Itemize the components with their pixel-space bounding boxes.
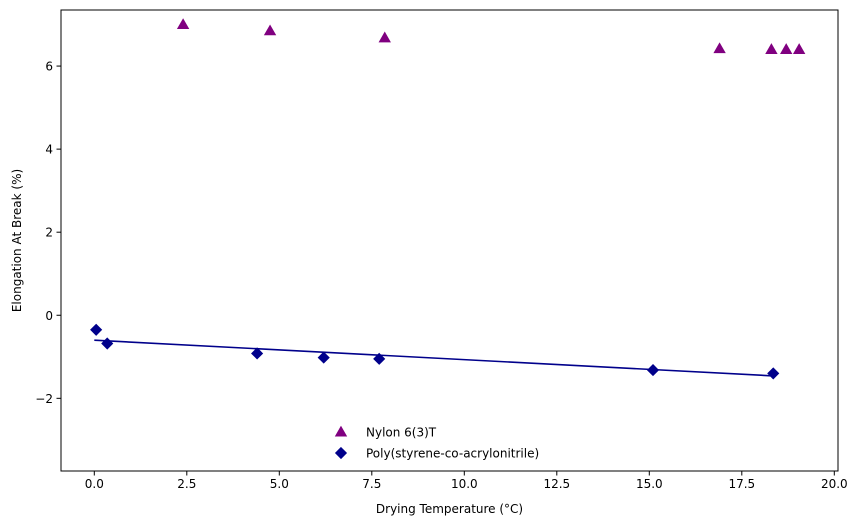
- data-point-series-1-6: [767, 367, 780, 380]
- x-tick-label: 10.0: [451, 477, 478, 491]
- data-point-series-0-6: [792, 43, 806, 54]
- y-tick-label: 6: [45, 60, 53, 74]
- data-point-series-0-4: [765, 43, 778, 54]
- data-point-series-0-3: [713, 42, 726, 54]
- data-point-series-0-0: [176, 18, 190, 30]
- data-point-series-1-3: [317, 351, 330, 364]
- plot-frame: [60, 9, 839, 472]
- data-point-series-1-2: [251, 347, 264, 360]
- x-tick-label: 20.0: [821, 477, 848, 491]
- data-point-series-0-5: [780, 43, 793, 54]
- legend-label-series-0: Nylon 6(3)T: [366, 426, 437, 440]
- x-tick-label: 2.5: [177, 477, 196, 491]
- legend-label-series-1: Poly(styrene-co-acrylonitrile): [366, 447, 539, 461]
- x-tick-label: 17.5: [728, 477, 755, 491]
- legend-marker-series-1: [334, 446, 348, 460]
- data-point-series-1-1: [101, 337, 114, 350]
- y-tick-label: 0: [45, 309, 53, 323]
- x-tick-label: 5.0: [270, 477, 289, 491]
- x-tick-label: 0.0: [85, 477, 104, 491]
- data-point-series-0-1: [263, 24, 277, 36]
- y-axis-label: Elongation At Break (%): [10, 169, 24, 312]
- y-tick-label: 2: [45, 226, 53, 240]
- plot-layer: [90, 18, 806, 380]
- y-tick-label: 4: [45, 143, 53, 157]
- x-axis-label: Drying Temperature (°C): [376, 502, 523, 516]
- trend-line-series-1: [94, 339, 774, 377]
- y-tick-label: −2: [35, 392, 53, 406]
- x-tick-label: 15.0: [636, 477, 663, 491]
- data-point-series-1-0: [90, 323, 103, 336]
- legend: Nylon 6(3)T Poly(styrene-co-acrylonitrile…: [334, 425, 539, 461]
- data-point-series-1-5: [646, 364, 660, 377]
- legend-marker-series-0: [334, 425, 348, 437]
- x-tick-label: 12.5: [543, 477, 570, 491]
- data-point-series-1-4: [373, 352, 386, 365]
- x-tick-label: 7.5: [362, 477, 381, 491]
- axes-layer: 0.0 2.5 5.0 7.5 10.0 12.5 15.0 17.5 20.0 −2 0 2 4 6 Dr…: [10, 9, 848, 516]
- data-point-series-0-2: [378, 31, 391, 43]
